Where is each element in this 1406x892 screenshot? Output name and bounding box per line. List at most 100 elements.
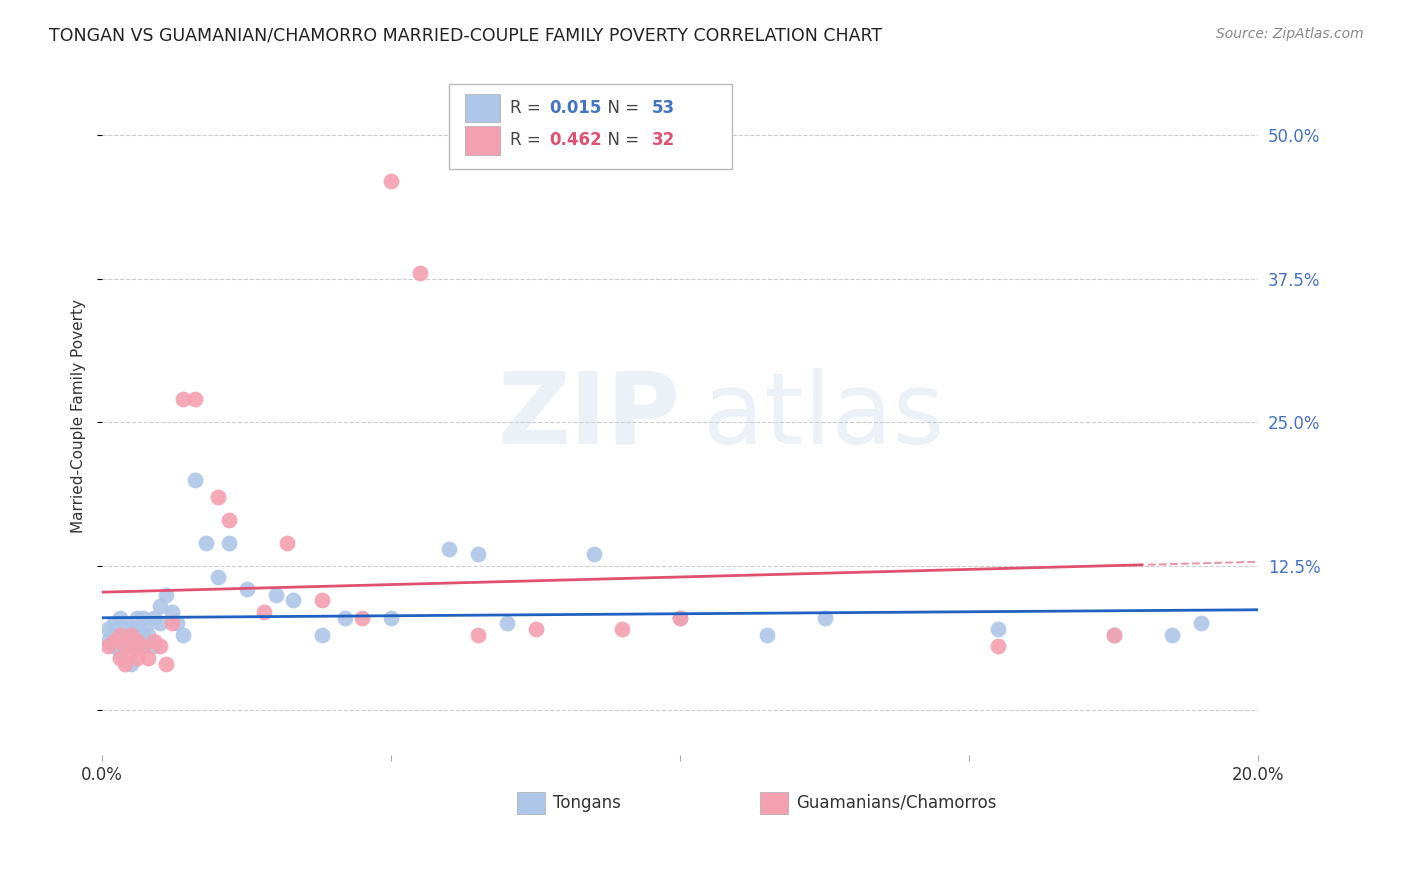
Text: N =: N = (598, 99, 644, 117)
Point (380, 610, 402, 624)
Point (138, 616, 160, 631)
Point (108, 645, 131, 659)
Point (108, 628, 131, 642)
Point (987, 622, 1010, 636)
Point (114, 640, 136, 654)
Text: 53: 53 (651, 99, 675, 117)
Text: 0.462: 0.462 (550, 131, 602, 150)
Point (437, 541, 460, 556)
Point (669, 610, 692, 624)
Point (143, 640, 166, 654)
Point (120, 640, 142, 654)
Point (120, 628, 142, 642)
FancyBboxPatch shape (449, 84, 733, 169)
Point (467, 547, 489, 561)
Point (149, 616, 172, 631)
Point (149, 599, 172, 613)
Point (333, 610, 356, 624)
Point (125, 633, 148, 648)
Point (467, 628, 489, 642)
Point (814, 610, 837, 624)
Point (114, 657, 136, 671)
Point (669, 610, 692, 624)
Point (155, 657, 177, 671)
Text: Guamanians/Chamorros: Guamanians/Chamorros (796, 794, 997, 812)
Point (612, 622, 634, 636)
Point (114, 640, 136, 654)
Point (138, 650, 160, 665)
Point (114, 616, 136, 631)
Point (172, 392, 194, 407)
Point (160, 605, 183, 619)
Point (103, 628, 125, 642)
Point (120, 628, 142, 642)
Point (172, 628, 194, 642)
Point (155, 588, 177, 602)
Point (120, 657, 142, 671)
Point (131, 628, 153, 642)
FancyBboxPatch shape (465, 94, 501, 122)
Point (218, 536, 240, 550)
Point (103, 616, 125, 631)
Point (125, 610, 148, 624)
Point (311, 628, 333, 642)
Point (120, 622, 142, 636)
Point (108, 633, 131, 648)
Point (108, 628, 131, 642)
Point (143, 610, 166, 624)
Point (380, 174, 402, 188)
Point (352, 610, 374, 624)
Point (207, 570, 229, 584)
Point (311, 593, 333, 607)
Point (114, 628, 136, 642)
Point (207, 490, 229, 504)
Y-axis label: Married-Couple Family Poverty: Married-Couple Family Poverty (72, 300, 86, 533)
Point (138, 628, 160, 642)
Point (149, 640, 172, 654)
Point (108, 650, 131, 665)
Point (524, 622, 547, 636)
Point (253, 605, 276, 619)
Text: TONGAN VS GUAMANIAN/CHAMORRO MARRIED-COUPLE FAMILY POVERTY CORRELATION CHART: TONGAN VS GUAMANIAN/CHAMORRO MARRIED-COU… (49, 27, 883, 45)
Point (120, 645, 142, 659)
Point (195, 536, 218, 550)
FancyBboxPatch shape (761, 792, 787, 814)
Point (103, 640, 125, 654)
Point (143, 633, 166, 648)
Text: R =: R = (510, 131, 547, 150)
Point (495, 616, 517, 631)
Point (987, 640, 1010, 654)
Text: Source: ZipAtlas.com: Source: ZipAtlas.com (1216, 27, 1364, 41)
Text: Tongans: Tongans (553, 794, 621, 812)
Point (131, 610, 153, 624)
Point (160, 616, 183, 631)
Point (756, 628, 779, 642)
Point (1160, 628, 1182, 642)
Text: atlas: atlas (703, 368, 945, 465)
Point (166, 616, 188, 631)
Point (108, 610, 131, 624)
Point (1189, 616, 1212, 631)
Point (276, 536, 298, 550)
Point (97, 622, 120, 636)
Point (183, 473, 205, 487)
Point (125, 650, 148, 665)
Text: 32: 32 (651, 131, 675, 150)
Point (183, 392, 205, 407)
Point (281, 593, 304, 607)
Point (131, 640, 153, 654)
Point (409, 266, 432, 280)
FancyBboxPatch shape (465, 127, 501, 154)
Point (264, 588, 287, 602)
Point (103, 633, 125, 648)
Point (97, 633, 120, 648)
Point (131, 640, 153, 654)
Text: ZIP: ZIP (498, 368, 681, 465)
Point (218, 513, 240, 527)
Text: 0.015: 0.015 (550, 99, 602, 117)
Point (235, 582, 257, 596)
Text: N =: N = (598, 131, 644, 150)
Point (1102, 628, 1125, 642)
Point (125, 622, 148, 636)
Text: R =: R = (510, 99, 547, 117)
